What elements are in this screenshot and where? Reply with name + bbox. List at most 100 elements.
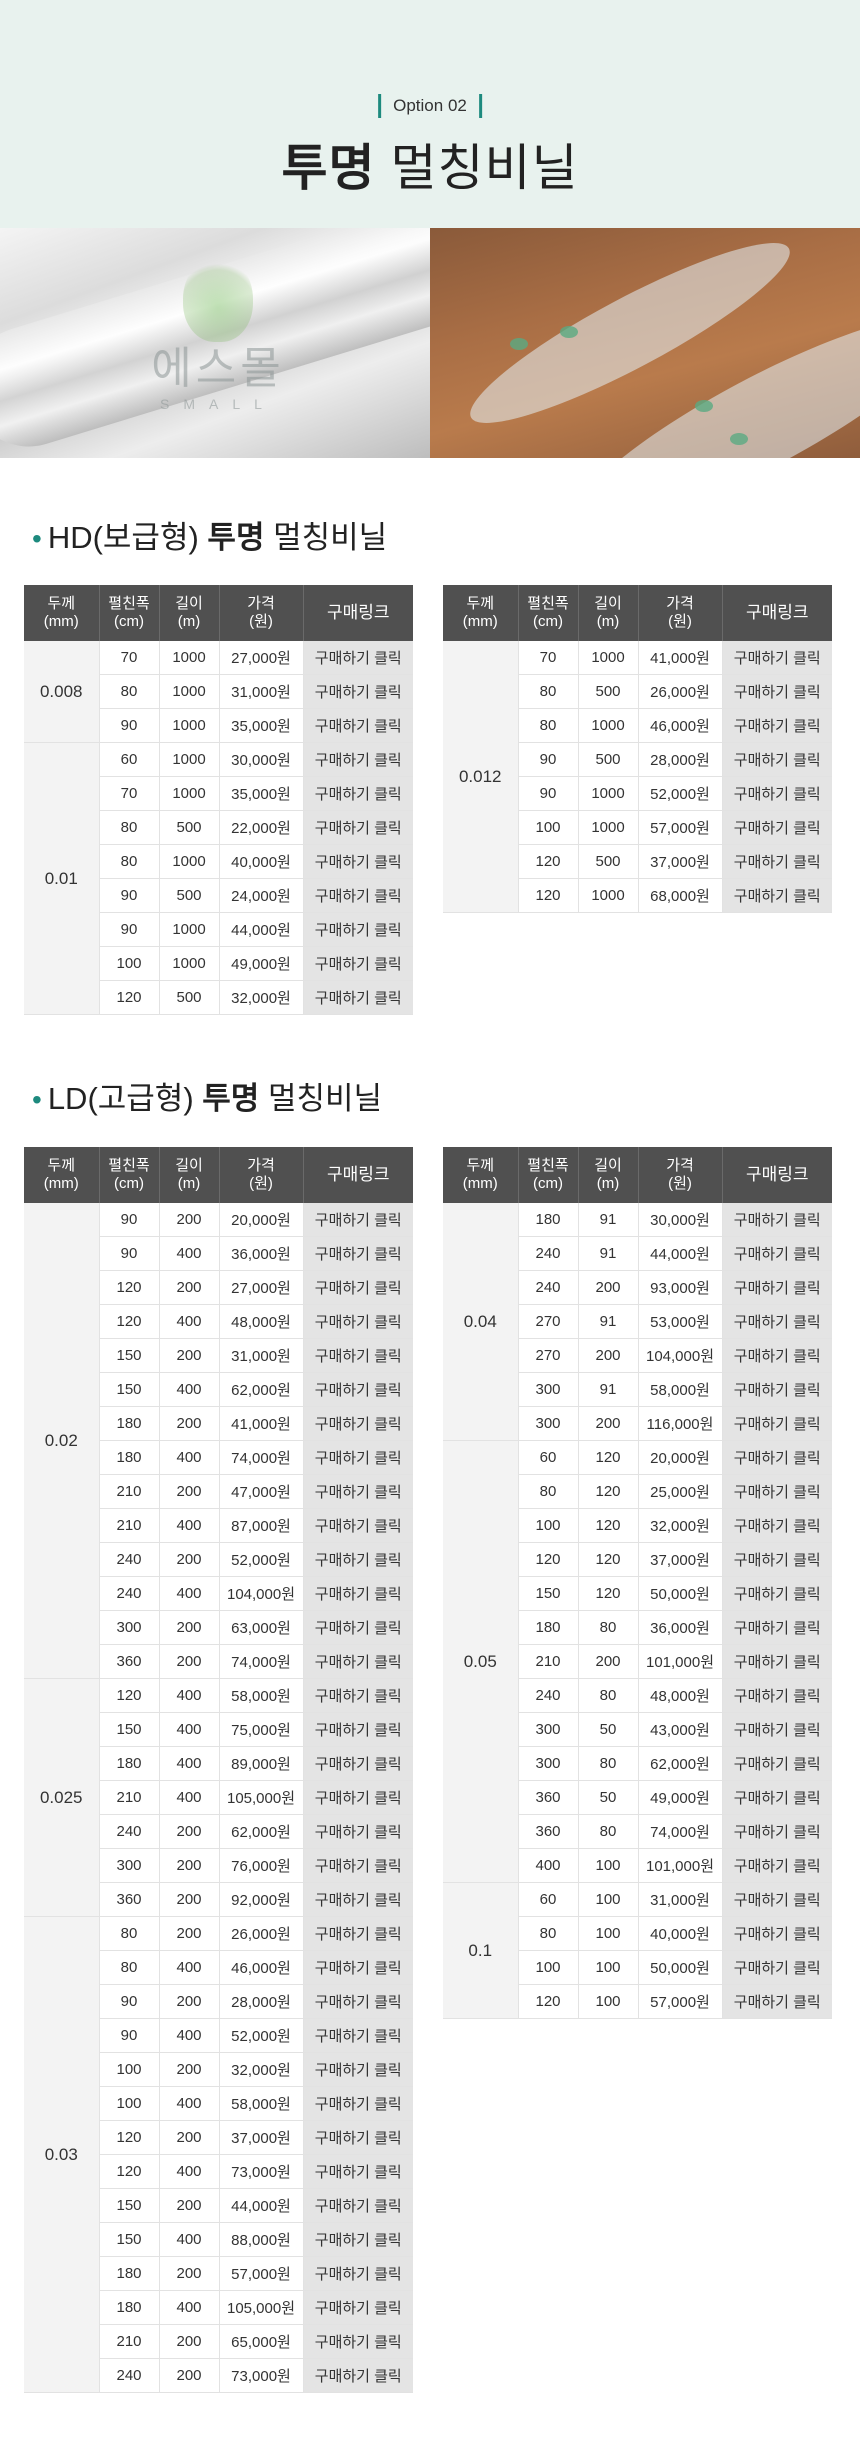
buy-link[interactable]: 구매하기 클릭 <box>303 641 413 675</box>
table-row: 120 500 37,000원 구매하기 클릭 <box>443 844 832 879</box>
buy-link[interactable]: 구매하기 클릭 <box>303 1678 413 1713</box>
thickness-cell: 0.012 <box>443 641 519 913</box>
table-row: 120 200 37,000원 구매하기 클릭 <box>24 2120 413 2155</box>
buy-link[interactable]: 구매하기 클릭 <box>722 1236 832 1271</box>
price-cell: 52,000원 <box>219 2018 304 2053</box>
buy-link[interactable]: 구매하기 클릭 <box>722 810 832 845</box>
thickness-cell: 0.03 <box>24 1916 100 2393</box>
buy-link[interactable]: 구매하기 클릭 <box>722 1406 832 1441</box>
table-row: 150 400 62,000원 구매하기 클릭 <box>24 1372 413 1407</box>
buy-link[interactable]: 구매하기 클릭 <box>722 1270 832 1305</box>
buy-link[interactable]: 구매하기 클릭 <box>303 708 413 743</box>
width-cell: 300 <box>99 1610 160 1645</box>
buy-link[interactable]: 구매하기 클릭 <box>722 1474 832 1509</box>
buy-link[interactable]: 구매하기 클릭 <box>722 1203 832 1237</box>
table-row: 180 200 41,000원 구매하기 클릭 <box>24 1406 413 1441</box>
buy-link[interactable]: 구매하기 클릭 <box>303 1236 413 1271</box>
buy-link[interactable]: 구매하기 클릭 <box>722 1372 832 1407</box>
buy-link[interactable]: 구매하기 클릭 <box>722 1746 832 1781</box>
buy-link[interactable]: 구매하기 클릭 <box>303 674 413 709</box>
buy-link[interactable]: 구매하기 클릭 <box>303 2222 413 2257</box>
buy-link[interactable]: 구매하기 클릭 <box>722 1644 832 1679</box>
buy-link[interactable]: 구매하기 클릭 <box>303 1848 413 1883</box>
buy-link[interactable]: 구매하기 클릭 <box>303 2018 413 2053</box>
header-thickness-unit: (mm) <box>462 613 498 630</box>
buy-link[interactable]: 구매하기 클릭 <box>722 708 832 743</box>
buy-link[interactable]: 구매하기 클릭 <box>722 878 832 913</box>
buy-link[interactable]: 구매하기 클릭 <box>722 1984 832 2019</box>
buy-link[interactable]: 구매하기 클릭 <box>303 1203 413 1237</box>
table-row: 180 400 74,000원 구매하기 클릭 <box>24 1440 413 1475</box>
buy-link[interactable]: 구매하기 클릭 <box>303 2256 413 2291</box>
buy-link[interactable]: 구매하기 클릭 <box>303 1304 413 1339</box>
header-price: 가격 (원) <box>219 585 304 641</box>
buy-link[interactable]: 구매하기 클릭 <box>303 878 413 913</box>
buy-link[interactable]: 구매하기 클릭 <box>303 1984 413 2019</box>
sprout-icon <box>695 400 713 412</box>
buy-link[interactable]: 구매하기 클릭 <box>303 2324 413 2359</box>
buy-link[interactable]: 구매하기 클릭 <box>303 2358 413 2393</box>
buy-link[interactable]: 구매하기 클릭 <box>722 1916 832 1951</box>
buy-link[interactable]: 구매하기 클릭 <box>722 1440 832 1475</box>
buy-link[interactable]: 구매하기 클릭 <box>303 1542 413 1577</box>
buy-link[interactable]: 구매하기 클릭 <box>722 1882 832 1917</box>
buy-link[interactable]: 구매하기 클릭 <box>303 1338 413 1373</box>
length-cell: 400 <box>159 1236 220 1271</box>
buy-link[interactable]: 구매하기 클릭 <box>303 1406 413 1441</box>
buy-link[interactable]: 구매하기 클릭 <box>722 674 832 709</box>
buy-link[interactable]: 구매하기 클릭 <box>303 810 413 845</box>
length-cell: 1000 <box>578 641 639 675</box>
buy-link[interactable]: 구매하기 클릭 <box>303 1712 413 1747</box>
buy-link[interactable]: 구매하기 클릭 <box>722 1338 832 1373</box>
buy-link[interactable]: 구매하기 클릭 <box>722 1780 832 1815</box>
buy-link[interactable]: 구매하기 클릭 <box>303 1508 413 1543</box>
buy-link[interactable]: 구매하기 클릭 <box>303 1372 413 1407</box>
buy-link[interactable]: 구매하기 클릭 <box>722 1304 832 1339</box>
buy-link[interactable]: 구매하기 클릭 <box>303 742 413 777</box>
table-row: 90 200 28,000원 구매하기 클릭 <box>24 1984 413 2019</box>
buy-link[interactable]: 구매하기 클릭 <box>303 2120 413 2155</box>
header-width-unit: (cm) <box>533 613 563 630</box>
width-cell: 90 <box>99 878 160 913</box>
header-price-label: 가격 <box>247 595 275 612</box>
buy-link[interactable]: 구매하기 클릭 <box>303 1780 413 1815</box>
buy-link[interactable]: 구매하기 클릭 <box>303 1814 413 1849</box>
buy-link[interactable]: 구매하기 클릭 <box>303 980 413 1015</box>
buy-link[interactable]: 구매하기 클릭 <box>303 1576 413 1611</box>
buy-link[interactable]: 구매하기 클릭 <box>722 1508 832 1543</box>
buy-link[interactable]: 구매하기 클릭 <box>722 1576 832 1611</box>
buy-link[interactable]: 구매하기 클릭 <box>722 1950 832 1985</box>
buy-link[interactable]: 구매하기 클릭 <box>722 776 832 811</box>
buy-link[interactable]: 구매하기 클릭 <box>722 641 832 675</box>
buy-link[interactable]: 구매하기 클릭 <box>303 1610 413 1645</box>
buy-link[interactable]: 구매하기 클릭 <box>303 2086 413 2121</box>
buy-link[interactable]: 구매하기 클릭 <box>722 1678 832 1713</box>
buy-link[interactable]: 구매하기 클릭 <box>722 1814 832 1849</box>
buy-link[interactable]: 구매하기 클릭 <box>303 1916 413 1951</box>
buy-link[interactable]: 구매하기 클릭 <box>303 2188 413 2223</box>
buy-link[interactable]: 구매하기 클릭 <box>722 1712 832 1747</box>
buy-link[interactable]: 구매하기 클릭 <box>303 1440 413 1475</box>
buy-link[interactable]: 구매하기 클릭 <box>303 776 413 811</box>
buy-link[interactable]: 구매하기 클릭 <box>303 844 413 879</box>
buy-link[interactable]: 구매하기 클릭 <box>722 742 832 777</box>
buy-link[interactable]: 구매하기 클릭 <box>303 2154 413 2189</box>
buy-link[interactable]: 구매하기 클릭 <box>303 1882 413 1917</box>
buy-link[interactable]: 구매하기 클릭 <box>303 2290 413 2325</box>
buy-link[interactable]: 구매하기 클릭 <box>722 1848 832 1883</box>
buy-link[interactable]: 구매하기 클릭 <box>722 844 832 879</box>
buy-link[interactable]: 구매하기 클릭 <box>303 1950 413 1985</box>
buy-link[interactable]: 구매하기 클릭 <box>303 946 413 981</box>
buy-link[interactable]: 구매하기 클릭 <box>722 1542 832 1577</box>
buy-link[interactable]: 구매하기 클릭 <box>303 1270 413 1305</box>
buy-link[interactable]: 구매하기 클릭 <box>303 1474 413 1509</box>
buy-link[interactable]: 구매하기 클릭 <box>303 2052 413 2087</box>
buy-link[interactable]: 구매하기 클릭 <box>722 1610 832 1645</box>
width-cell: 240 <box>99 1542 160 1577</box>
header-link: 구매링크 <box>303 585 413 641</box>
price-cell: 48,000원 <box>638 1678 723 1713</box>
buy-link[interactable]: 구매하기 클릭 <box>303 912 413 947</box>
buy-link[interactable]: 구매하기 클릭 <box>303 1644 413 1679</box>
buy-link[interactable]: 구매하기 클릭 <box>303 1746 413 1781</box>
table-row: 70 1000 35,000원 구매하기 클릭 <box>24 776 413 811</box>
